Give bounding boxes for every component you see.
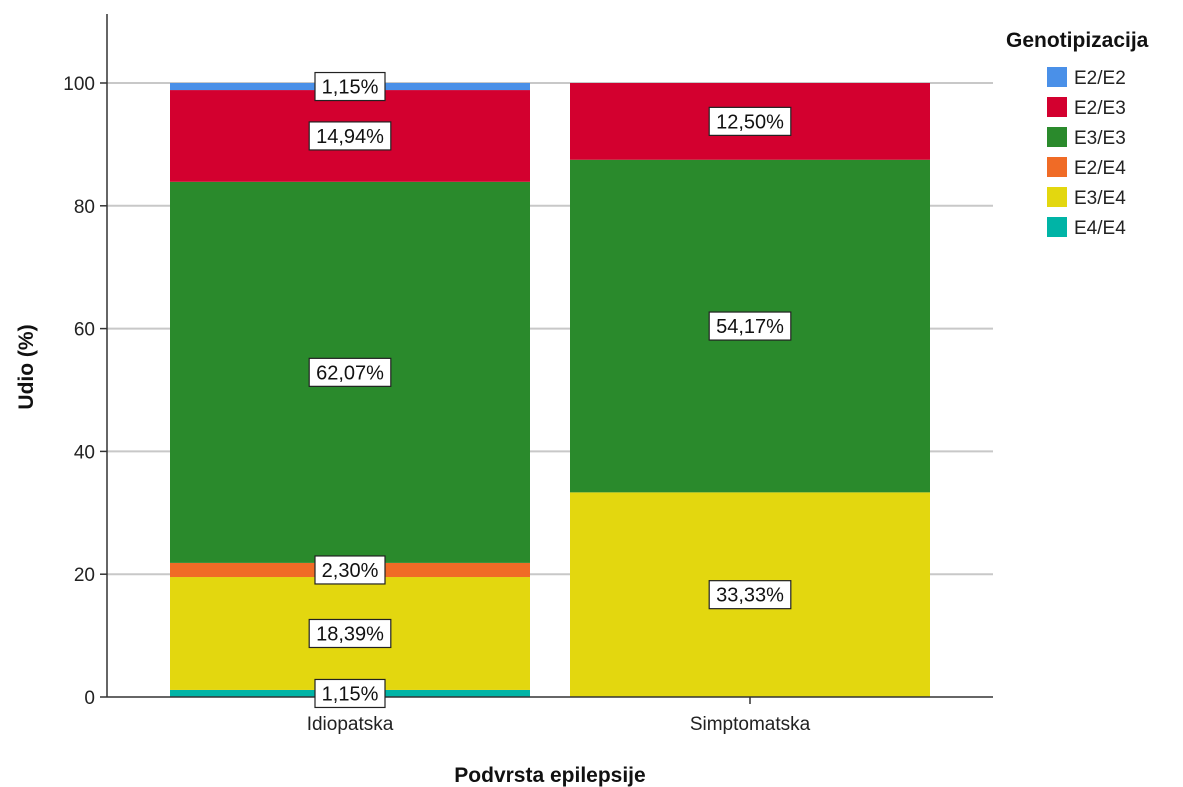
legend-label: E2/E2 <box>1074 68 1126 89</box>
legend-swatch <box>1047 127 1067 147</box>
legend-swatch <box>1047 157 1067 177</box>
svg-text:54,17%: 54,17% <box>716 316 784 338</box>
legend-item: E2/E2 <box>1047 67 1126 89</box>
x-tick-label: Idiopatska <box>307 714 394 735</box>
y-tick-label: 60 <box>74 320 95 341</box>
y-axis-title: Udio (%) <box>15 324 38 409</box>
data-label-e3-e3: 54,17% <box>708 311 792 341</box>
legend-item: E2/E4 <box>1047 157 1126 179</box>
y-tick-label: 100 <box>63 74 95 95</box>
y-tick-label: 40 <box>74 442 95 463</box>
legend: Genotipizacija E2/E2 E2/E3 E3/E3 E2/E4 E3/E4… <box>1006 29 1149 239</box>
legend-label: E3/E4 <box>1074 188 1126 209</box>
y-tick-label: 80 <box>74 197 95 218</box>
x-tick-label: Simptomatska <box>690 714 811 735</box>
y-tick-label: 20 <box>74 565 95 586</box>
legend-swatch <box>1047 97 1067 117</box>
svg-text:1,15%: 1,15% <box>322 683 379 705</box>
legend-item: E3/E4 <box>1047 187 1126 209</box>
legend-item: E3/E3 <box>1047 127 1126 149</box>
data-label-e3-e3: 62,07% <box>308 357 392 387</box>
svg-text:33,33%: 33,33% <box>716 585 784 607</box>
legend-item: E4/E4 <box>1047 217 1126 239</box>
legend-label: E3/E3 <box>1074 128 1126 149</box>
legend-title: Genotipizacija <box>1006 29 1149 52</box>
legend-item: E2/E3 <box>1047 97 1126 119</box>
legend-label: E2/E4 <box>1074 158 1126 179</box>
data-labels: 1,15% 18,39% 2,30% 62,07% 14,94% 1,15% 33,33% 5… <box>308 71 792 709</box>
svg-text:1,15%: 1,15% <box>322 77 379 99</box>
data-label-e2-e4: 2,30% <box>314 555 386 585</box>
data-label-e4-e4: 1,15% <box>314 678 386 709</box>
x-axis-title: Podvrsta epilepsije <box>454 764 645 787</box>
legend-swatch <box>1047 187 1067 207</box>
data-label-e2-e2: 1,15% <box>314 71 386 102</box>
data-label-e2-e3: 14,94% <box>308 121 392 151</box>
bars <box>170 83 930 697</box>
svg-text:12,50%: 12,50% <box>716 111 784 133</box>
svg-text:14,94%: 14,94% <box>316 126 384 148</box>
legend-swatch <box>1047 217 1067 237</box>
data-label-e2-e3: 12,50% <box>708 106 792 136</box>
x-tick-labels: Idiopatska Simptomatska <box>307 697 811 735</box>
legend-label: E2/E3 <box>1074 98 1126 119</box>
svg-text:62,07%: 62,07% <box>316 362 384 384</box>
axes <box>106 14 993 698</box>
legend-swatch <box>1047 67 1067 87</box>
svg-text:2,30%: 2,30% <box>322 560 379 582</box>
svg-text:18,39%: 18,39% <box>316 623 384 645</box>
data-label-e3-e4: 18,39% <box>308 618 392 649</box>
data-label-e3-e4: 33,33% <box>708 580 792 610</box>
legend-label: E4/E4 <box>1074 218 1126 239</box>
y-tick-label: 0 <box>84 688 95 709</box>
y-tick-labels: 0 20 40 60 80 100 <box>63 74 107 709</box>
